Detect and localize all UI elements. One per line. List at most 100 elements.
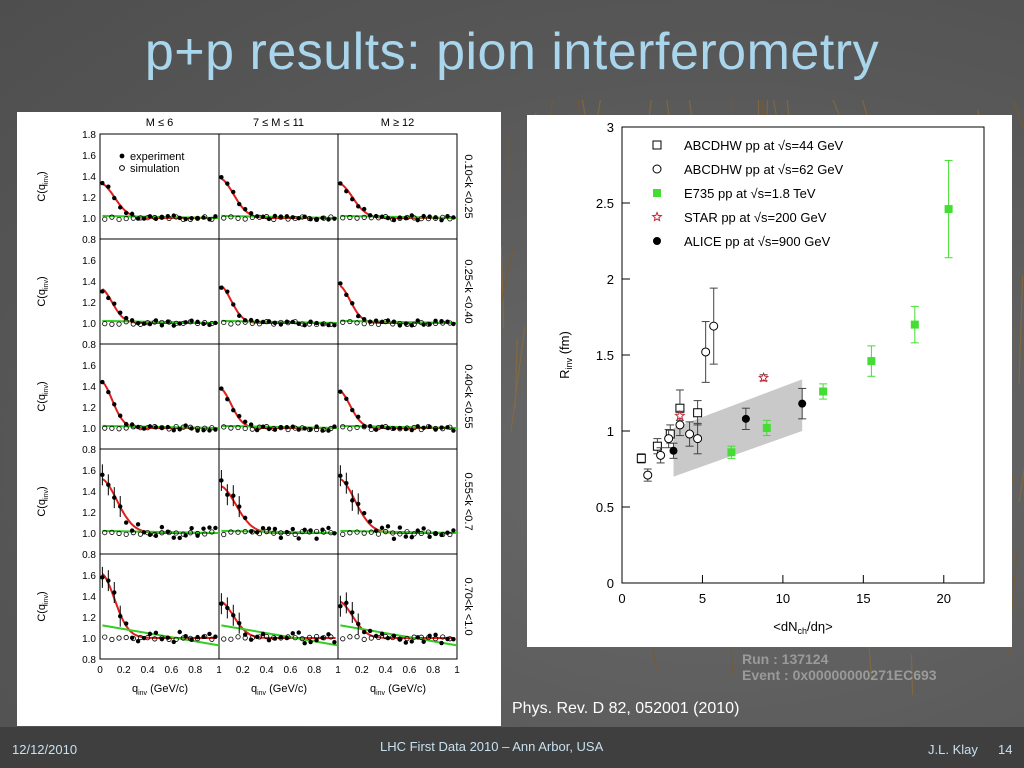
experiment-point xyxy=(147,321,153,327)
simulation-point xyxy=(313,426,320,433)
simulation-point xyxy=(228,321,234,327)
data-point-4-1 xyxy=(741,414,750,423)
legend-label-0: experiment xyxy=(130,151,184,163)
radius-x-tick-4: 20 xyxy=(937,591,951,606)
simulation-point xyxy=(235,529,241,535)
baseline-fit-4-2 xyxy=(340,624,458,647)
radius-x-axis-label: <dNch/dη> xyxy=(773,619,832,636)
simulation-point xyxy=(249,529,255,535)
experiment-point xyxy=(373,427,379,432)
x-tick-0-5: 1 xyxy=(216,665,222,676)
simulation-point xyxy=(313,633,320,640)
y-tick-3-1: 1.0 xyxy=(82,529,96,540)
simulation-point xyxy=(180,320,186,326)
y-axis-label-2: C(qinv) xyxy=(36,381,50,411)
experiment-point xyxy=(123,315,129,321)
simulation-point xyxy=(354,320,360,326)
footer-author: J.L. Klay xyxy=(928,742,978,757)
y-tick-1-0: 0.8 xyxy=(82,340,96,351)
experiment-point xyxy=(361,316,367,322)
simulation-point xyxy=(340,215,346,221)
simulation-point xyxy=(221,636,227,642)
experiment-point xyxy=(290,215,295,220)
experiment-point xyxy=(207,428,212,433)
experiment-point xyxy=(320,527,325,532)
experiment-point xyxy=(344,292,349,298)
simulation-point xyxy=(411,215,417,221)
simulation-point xyxy=(404,214,410,221)
simulation-point xyxy=(340,424,346,430)
simulation-point xyxy=(116,321,122,327)
simulation-point xyxy=(264,214,270,220)
legend-marker-simulation xyxy=(119,165,125,171)
simulation-point xyxy=(137,634,144,641)
simulation-point xyxy=(235,634,241,640)
simulation-point xyxy=(418,216,424,222)
experiment-point xyxy=(195,634,200,640)
simulation-point xyxy=(340,531,346,537)
experiment-point xyxy=(290,526,295,532)
simulation-point xyxy=(321,635,327,641)
data-point-1-1 xyxy=(656,450,666,460)
simulation-point xyxy=(202,319,208,326)
simulation-point xyxy=(145,425,151,431)
experiment-point xyxy=(195,319,200,325)
fit-curve-3-1 xyxy=(220,485,336,534)
radius-chart-panel: 0 0.5 1 1.5 2 2.5 3 0 5 10 15 20 <dNch/dη> Rinv (fm) … xyxy=(527,115,1012,647)
x-axis-label-1: qinv (GeV/c) xyxy=(251,683,307,697)
simulation-point xyxy=(202,633,208,640)
simulation-point xyxy=(152,636,158,642)
simulation-point xyxy=(228,214,234,220)
experiment-point xyxy=(403,426,409,432)
simulation-point xyxy=(440,320,446,326)
y-tick-0-4: 1.6 xyxy=(82,151,96,162)
experiment-point xyxy=(129,211,135,217)
simulation-point xyxy=(209,320,215,327)
simulation-point xyxy=(228,425,234,431)
experiment-point xyxy=(123,421,129,427)
simulation-point xyxy=(382,319,389,325)
experiment-point xyxy=(242,515,248,521)
fit-curve-0-1 xyxy=(220,177,336,219)
experiment-point xyxy=(373,318,379,323)
experiment-point xyxy=(314,536,319,541)
simulation-point xyxy=(368,426,374,433)
y-tick-2-1: 1.0 xyxy=(82,424,96,435)
simulation-point xyxy=(256,321,263,327)
simulation-point xyxy=(440,531,446,537)
simulation-point xyxy=(152,214,158,221)
simulation-point xyxy=(299,529,305,535)
y-axis-label-0: C(qinv) xyxy=(36,171,50,201)
simulation-point xyxy=(145,215,151,221)
fit-curve-4-1 xyxy=(220,600,336,639)
simulation-point xyxy=(306,634,313,641)
experiment-point xyxy=(308,319,313,324)
simulation-point xyxy=(102,216,108,222)
simulation-point xyxy=(411,531,417,537)
experiment-point xyxy=(415,528,420,533)
experiment-point xyxy=(314,637,319,643)
col-title-2: M ≥ 12 xyxy=(381,117,415,129)
simulation-point xyxy=(271,635,277,641)
simulation-point xyxy=(242,216,248,222)
experiment-point xyxy=(254,318,260,324)
simulation-point xyxy=(292,319,298,325)
simulation-point xyxy=(202,531,208,537)
run-number: Run : 137124 xyxy=(742,651,829,667)
simulation-point xyxy=(375,531,382,537)
simulation-point xyxy=(440,426,446,432)
simulation-point xyxy=(347,634,353,640)
simulation-point xyxy=(116,530,122,536)
simulation-point xyxy=(321,215,327,221)
experiment-point xyxy=(260,631,266,637)
simulation-point xyxy=(228,636,234,642)
simulation-point xyxy=(235,320,241,326)
simulation-point xyxy=(145,635,151,641)
simulation-point xyxy=(368,529,374,535)
simulation-point xyxy=(194,215,201,221)
fit-curve-0-2 xyxy=(339,182,455,219)
experiment-point xyxy=(272,526,278,532)
simulation-point xyxy=(340,319,346,325)
simulation-point xyxy=(432,530,439,537)
experiment-point xyxy=(213,525,218,531)
